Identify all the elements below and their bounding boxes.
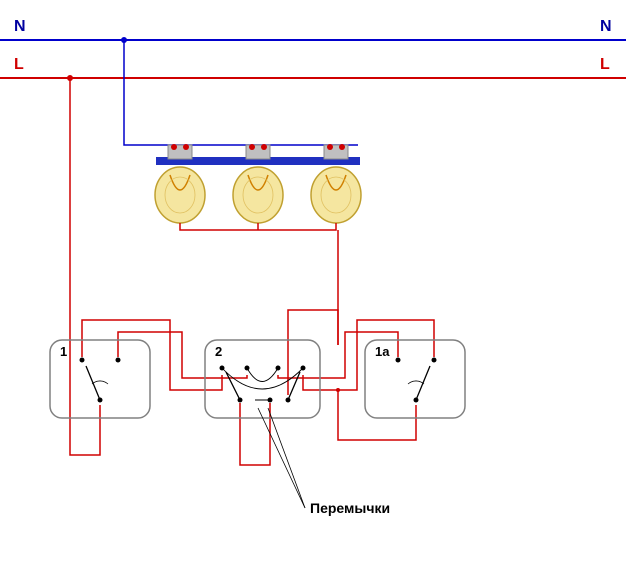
wire-sw1a-common xyxy=(338,390,416,440)
wiring-diagram: N N L L 1 2 1a Перемычки xyxy=(0,0,626,583)
wire-sw1-t1 xyxy=(82,320,222,390)
switch-1a-box xyxy=(365,340,465,418)
lamp-1 xyxy=(155,144,205,223)
lamp-3 xyxy=(311,144,361,223)
wire-sw2-common-loop xyxy=(240,403,270,465)
wire-neutral-drop xyxy=(124,40,358,145)
jumper-pointer-1 xyxy=(258,408,305,508)
wire-live-to-sw1 xyxy=(70,78,100,455)
lamp-2 xyxy=(233,144,283,223)
jumper-pointer-2 xyxy=(268,408,305,508)
wire-sw1-t2 xyxy=(118,332,247,378)
switch-2-internals xyxy=(220,366,306,403)
switch-1a-internals xyxy=(396,358,437,403)
schematic-svg xyxy=(0,0,626,583)
switch-1-internals xyxy=(80,358,121,403)
node-neutral-tap xyxy=(121,37,127,43)
wire-sw2-t2 xyxy=(303,320,434,390)
